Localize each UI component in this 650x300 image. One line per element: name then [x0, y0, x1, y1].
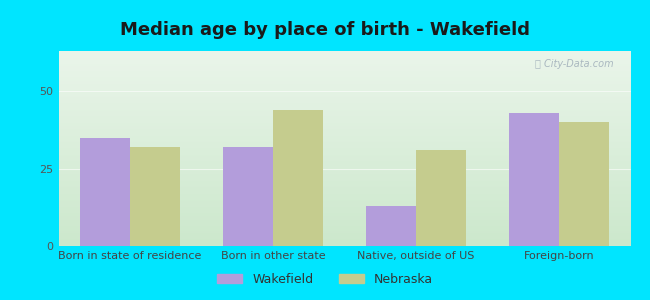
Bar [130, 147, 180, 246]
Bar [559, 122, 609, 246]
Bar [273, 110, 323, 246]
Bar [80, 138, 130, 246]
Bar [223, 147, 273, 246]
Text: ⌕ City-Data.com: ⌕ City-Data.com [535, 59, 614, 69]
Bar [416, 150, 466, 246]
Legend: Wakefield, Nebraska: Wakefield, Nebraska [213, 268, 437, 291]
Text: Median age by place of birth - Wakefield: Median age by place of birth - Wakefield [120, 21, 530, 39]
Bar [366, 206, 416, 246]
Bar [509, 113, 559, 246]
